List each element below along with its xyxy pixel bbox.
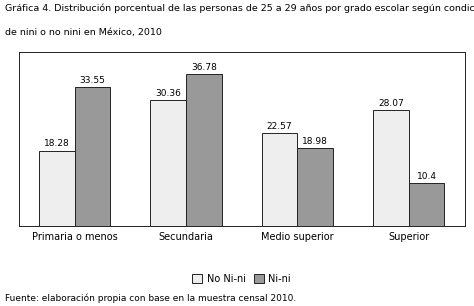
Bar — [297, 147, 333, 226]
Text: 33.55: 33.55 — [80, 76, 106, 85]
Bar — [409, 183, 444, 226]
Text: Fuente: elaboración propia con base en la muestra censal 2010.: Fuente: elaboración propia con base en l… — [5, 293, 296, 303]
Bar — [262, 133, 297, 226]
Bar — [150, 100, 186, 226]
Bar — [39, 151, 75, 226]
Text: 18.28: 18.28 — [44, 140, 70, 148]
Text: Gráfica 4. Distribución porcentual de las personas de 25 a 29 años por grado esc: Gráfica 4. Distribución porcentual de la… — [5, 3, 474, 13]
Legend: No Ni-ni, Ni-ni: No Ni-ni, Ni-ni — [189, 270, 295, 288]
Text: de nini o no nini en México, 2010: de nini o no nini en México, 2010 — [5, 28, 162, 36]
Bar — [186, 74, 222, 226]
Text: 18.98: 18.98 — [302, 136, 328, 146]
Text: 36.78: 36.78 — [191, 63, 217, 72]
Text: 22.57: 22.57 — [267, 121, 292, 131]
Text: 10.4: 10.4 — [417, 172, 437, 181]
Bar — [75, 87, 110, 226]
Bar — [373, 110, 409, 226]
Text: 28.07: 28.07 — [378, 99, 404, 108]
Text: 30.36: 30.36 — [155, 89, 181, 98]
